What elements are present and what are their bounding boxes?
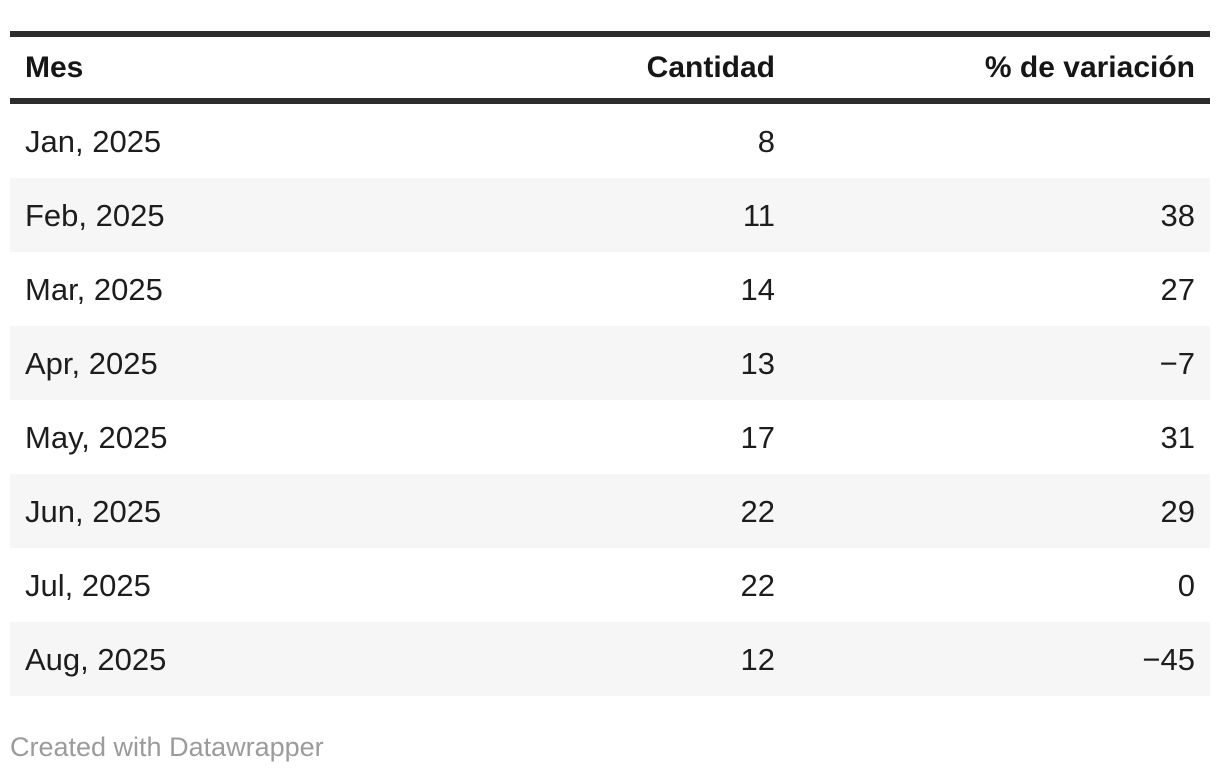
column-header-variacion: % de variación (790, 31, 1210, 104)
cell-variacion: 27 (1160, 271, 1195, 307)
cell-mes: Aug, 2025 (10, 622, 490, 696)
table-row: Mar, 2025 14 27 (10, 252, 1210, 326)
cell-mes: Mar, 2025 (25, 271, 163, 307)
cell-cantidad: 22 (490, 474, 790, 548)
cell-cantidad: 14 (740, 271, 775, 307)
table-row: May, 2025 17 31 (10, 400, 1210, 474)
cell-variacion: 29 (790, 474, 1210, 548)
table-row: Aug, 2025 12 −45 (10, 622, 1210, 696)
cell-cantidad: 17 (740, 419, 775, 455)
cell-cantidad: 22 (740, 567, 775, 603)
column-header-cantidad: Cantidad (490, 31, 790, 104)
table-row: Jul, 2025 22 0 (10, 548, 1210, 622)
cell-cantidad: 8 (757, 123, 775, 159)
cell-variacion: −7 (790, 326, 1210, 400)
table-row: Jan, 2025 8 (10, 101, 1210, 178)
table-row: Apr, 2025 13 −7 (10, 326, 1210, 400)
cell-mes: May, 2025 (25, 419, 168, 455)
cell-variacion: 31 (1160, 419, 1195, 455)
cell-variacion (790, 101, 1210, 178)
data-table: Mes Cantidad % de variación Jan, 2025 8 … (10, 31, 1210, 696)
cell-cantidad: 12 (490, 622, 790, 696)
table-row: Jun, 2025 22 29 (10, 474, 1210, 548)
column-header-mes: Mes (10, 31, 490, 104)
cell-mes: Apr, 2025 (10, 326, 490, 400)
datawrapper-attribution-link[interactable]: Created with Datawrapper (10, 732, 324, 762)
table-header: Mes Cantidad % de variación (10, 31, 1210, 104)
cell-cantidad: 11 (490, 178, 790, 252)
cell-mes: Jun, 2025 (10, 474, 490, 548)
cell-mes: Feb, 2025 (10, 178, 490, 252)
cell-variacion: 38 (790, 178, 1210, 252)
table-row: Feb, 2025 11 38 (10, 178, 1210, 252)
table-body: Jan, 2025 8 Feb, 2025 11 38 Mar, 2025 14… (10, 101, 1210, 696)
cell-mes: Jul, 2025 (25, 567, 151, 603)
cell-variacion: −45 (790, 622, 1210, 696)
cell-variacion: 0 (1177, 567, 1195, 603)
cell-mes: Jan, 2025 (25, 123, 162, 159)
cell-cantidad: 13 (490, 326, 790, 400)
header-row: Mes Cantidad % de variación (10, 31, 1210, 104)
